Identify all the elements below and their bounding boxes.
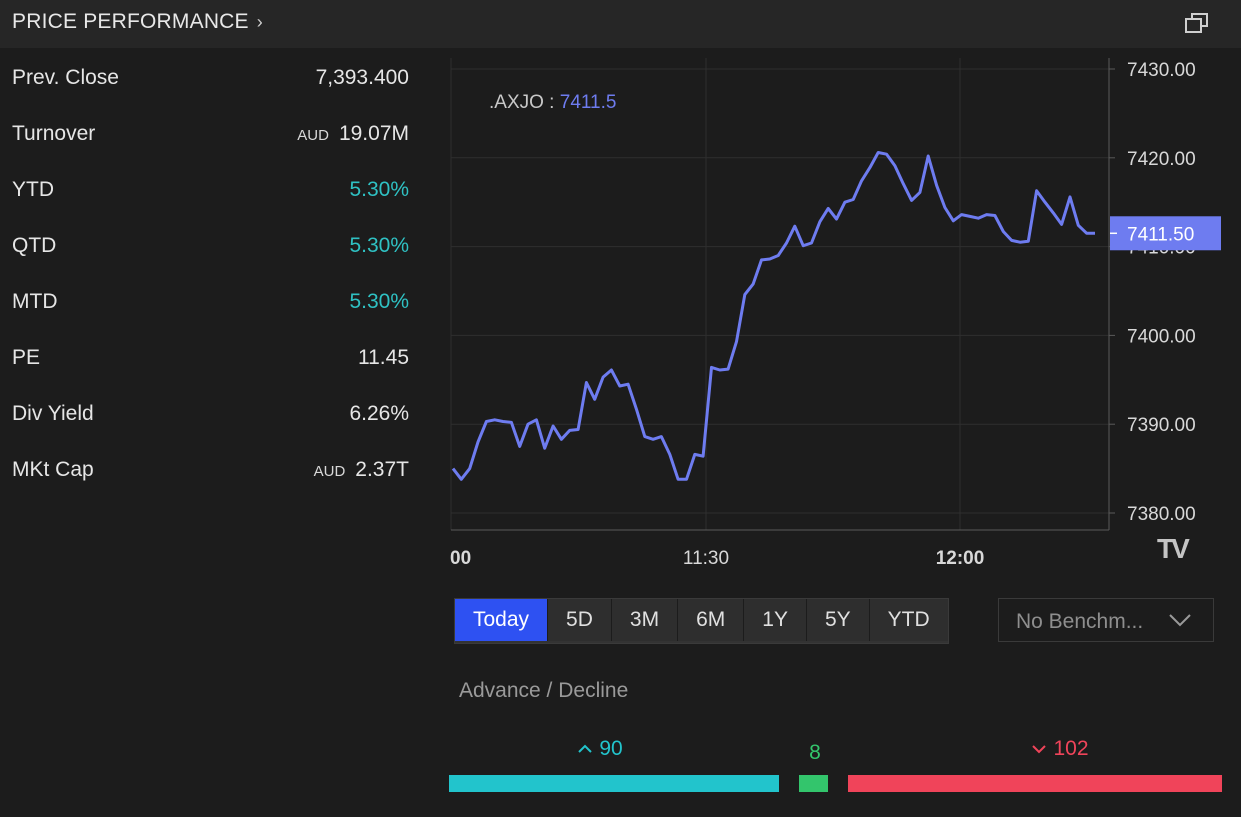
stat-value: 5.30%	[349, 178, 409, 201]
stat-label: MKt Cap	[12, 458, 94, 481]
chart-legend: .AXJO : 7411.5	[489, 92, 616, 113]
stat-value: 5.30%	[349, 290, 409, 313]
stat-row-mkt-cap: MKt Cap AUD 2.37T	[12, 458, 409, 488]
y-tick-label: 7390.00	[1127, 415, 1196, 436]
stat-row-mtd: MTD 5.30%	[12, 290, 409, 320]
y-tick-label: 7430.00	[1127, 60, 1196, 81]
stat-value-wrap: AUD 19.07M	[297, 122, 409, 146]
stat-row-pe: PE 11.45	[12, 346, 409, 376]
current-price-tag	[1110, 216, 1221, 251]
tradingview-logo-icon: TV	[1157, 533, 1190, 564]
timeframe-3m-button[interactable]: 3M	[611, 599, 679, 641]
caret-up-icon	[578, 745, 593, 754]
stat-value: 11.45	[358, 346, 409, 369]
benchmark-select[interactable]: No Benchm...	[998, 598, 1214, 642]
stat-label: Turnover	[12, 122, 96, 145]
header-bar: PRICE PERFORMANCE ›	[0, 0, 1241, 48]
timeframe-1y-button[interactable]: 1Y	[744, 599, 807, 641]
stat-row-qtd: QTD 5.30%	[12, 234, 409, 264]
price-performance-link[interactable]: PRICE PERFORMANCE ›	[12, 10, 263, 34]
timeframe-6m-button[interactable]: 6M	[678, 599, 745, 641]
timeframe-selector: Today 5D 3M 6M 1Y 5Y YTD	[454, 598, 949, 644]
current-price-label: 7411.50	[1127, 224, 1194, 245]
series-line-axjo	[451, 151, 1095, 481]
stat-label: MTD	[12, 290, 58, 313]
timeframe-5d-button[interactable]: 5D	[548, 599, 612, 641]
chart-labels: .AXJO : 7411.5 7411.50 TV	[489, 92, 1221, 564]
stat-label: Div Yield	[12, 402, 94, 425]
stat-value: 7,393.400	[315, 66, 409, 89]
chart-series	[451, 151, 1095, 481]
stat-label: PE	[12, 346, 41, 369]
y-tick-label: 7380.00	[1127, 504, 1196, 525]
x-tick-label: 12:00	[936, 548, 985, 569]
chevron-down-icon	[1169, 614, 1191, 627]
timeframe-5y-button[interactable]: 5Y	[806, 599, 870, 641]
chart-grid	[450, 58, 1109, 530]
timeframe-today-button[interactable]: Today	[455, 599, 549, 641]
advance-label: 90	[560, 737, 640, 761]
chart-panel	[430, 48, 1241, 817]
currency-label: AUD	[297, 127, 329, 144]
decline-count: 102	[1053, 737, 1089, 760]
stats-panel: Prev. Close 7,393.400 Turnover AUD 19.07M…	[0, 48, 430, 817]
unchanged-label: 8	[795, 741, 835, 765]
popout-window-icon[interactable]	[1185, 12, 1209, 34]
stat-label: YTD	[12, 178, 54, 201]
legend-symbol: .AXJO :	[489, 92, 560, 113]
caret-down-icon	[1032, 745, 1047, 754]
advance-decline-title: Advance / Decline	[459, 679, 629, 702]
price-chart[interactable]: 7430.007420.007410.007400.007390.007380.…	[0, 0, 1241, 580]
timeframe-ytd-button[interactable]: YTD	[869, 599, 948, 641]
decline-bar	[848, 775, 1222, 792]
y-tick-label: 7420.00	[1127, 149, 1196, 170]
stat-label: QTD	[12, 234, 57, 257]
y-tick-label: 7400.00	[1127, 326, 1196, 347]
decline-label: 102	[1015, 737, 1105, 761]
x-tick-label: 11:30	[683, 548, 729, 569]
unchanged-count: 8	[809, 741, 821, 764]
chevron-right-icon: ›	[256, 12, 263, 32]
currency-label: AUD	[313, 463, 346, 480]
stat-value: 5.30%	[349, 234, 409, 257]
unchanged-bar	[798, 775, 829, 792]
stat-value-wrap: AUD 2.37T	[314, 458, 409, 482]
stat-row-prev-close: Prev. Close 7,393.400	[12, 66, 409, 96]
chart-axes: 7430.007420.007410.007400.007390.007380.…	[450, 58, 1196, 569]
legend-value: 7411.5	[560, 92, 617, 113]
stat-row-ytd: YTD 5.30%	[12, 178, 409, 208]
header-title: PRICE PERFORMANCE	[12, 10, 249, 33]
advance-count: 90	[599, 737, 623, 760]
stat-row-turnover: Turnover AUD 19.07M	[12, 122, 409, 152]
stat-row-div-yield: Div Yield 6.26%	[12, 402, 409, 432]
benchmark-selected-value: No Benchm...	[1016, 610, 1144, 633]
stat-value: 19.07M	[338, 122, 409, 145]
stat-value: 2.37T	[355, 458, 409, 481]
stat-label: Prev. Close	[12, 66, 119, 89]
stat-value: 6.26%	[349, 402, 409, 425]
advance-bar	[449, 775, 779, 792]
x-tick-label: 00	[450, 548, 471, 569]
